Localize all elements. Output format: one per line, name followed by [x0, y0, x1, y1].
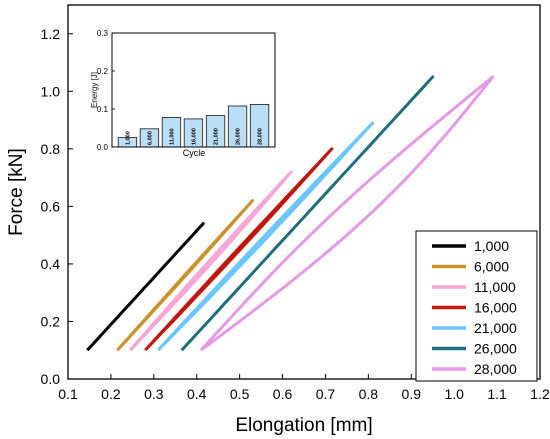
- inset-y-tick-label: 0.2: [97, 67, 109, 76]
- series-line-16000: [144, 147, 334, 352]
- legend: 1,000 6,000 11,000 16,000 21,000 26,000 28,000: [415, 230, 538, 382]
- legend-items: 1,000 6,000 11,000 16,000 21,000 26,000 28,000: [432, 238, 517, 377]
- y-tick-label: 0.8: [41, 141, 61, 157]
- series-line-6000: [116, 199, 254, 352]
- x-tick-label: 1.0: [444, 386, 464, 402]
- inset-x-axis-title: Cycle: [183, 148, 206, 158]
- x-tick-label: 0.8: [359, 386, 379, 402]
- inset-bar-category-label: 21,000: [214, 128, 220, 145]
- legend-label: 28,000: [474, 361, 517, 377]
- x-tick-label: 0.4: [187, 386, 207, 402]
- series-line-26000: [180, 75, 435, 352]
- x-tick-label: 0.7: [316, 386, 336, 402]
- y-axis-title: Force [kN]: [6, 148, 27, 236]
- x-tick-label: 0.5: [230, 386, 250, 402]
- x-tick-label: 1.1: [487, 386, 507, 402]
- series-line-11000: [129, 170, 293, 352]
- main-series-group: [86, 75, 495, 352]
- y-tick-label: 1.0: [41, 83, 61, 99]
- inset-y-tick-label: 0.1: [97, 105, 109, 114]
- series-line-28000: [199, 75, 495, 352]
- legend-label: 1,000: [474, 238, 509, 254]
- legend-label: 21,000: [474, 320, 517, 336]
- inset-bar-chart: 1,000 6,000 11,000 16,000 21,000 26,000 28,000…: [90, 29, 276, 158]
- y-tick-label: 0.6: [41, 198, 61, 214]
- y-tick-label: 0.2: [41, 313, 61, 329]
- inset-y-axis-title: Energy [J]: [90, 72, 99, 108]
- y-axis-ticks: 0.0 0.2 0.4 0.6 0.8 1.0 1.2: [41, 26, 73, 387]
- inset-bar-category-label: 11,000: [170, 128, 176, 145]
- x-axis-title: Elongation [mm]: [235, 415, 372, 436]
- legend-label: 16,000: [474, 300, 517, 316]
- x-tick-label: 0.2: [101, 386, 121, 402]
- inset-bar-category-label: 6,000: [147, 131, 153, 145]
- y-tick-label: 1.2: [41, 26, 61, 42]
- x-tick-label: 0.6: [273, 386, 293, 402]
- x-tick-label: 0.1: [58, 386, 78, 402]
- y-tick-label: 0.4: [41, 256, 61, 272]
- main-plot-frame: [67, 4, 541, 380]
- inset-bar-category-label: 26,000: [236, 128, 242, 145]
- inset-frame: [111, 32, 276, 148]
- x-tick-label: 1.2: [530, 386, 550, 402]
- inset-bar-category-label: 1,000: [125, 131, 131, 145]
- inset-bar-category-label: 16,000: [192, 128, 198, 145]
- y-tick-label: 0.0: [41, 371, 61, 387]
- inset-y-tick-label: 0.0: [97, 143, 109, 152]
- legend-label: 11,000: [474, 279, 516, 295]
- series-line-21000: [156, 121, 375, 352]
- legend-label: 6,000: [474, 259, 509, 275]
- inset-bar-category-label: 28,000: [258, 128, 264, 145]
- x-tick-label: 0.3: [144, 386, 164, 402]
- series-line-1000: [86, 222, 205, 352]
- x-tick-label: 0.9: [402, 386, 422, 402]
- inset-y-tick-label: 0.3: [97, 29, 109, 38]
- main-plot: 0.1 0.2 0.3 0.4 0.5 0.6 0.7 0.8 0.9 1.0 1.1 1.2 0.0…: [6, 4, 550, 436]
- legend-label: 26,000: [474, 341, 517, 357]
- inset-y-axis-ticks: 0.0 0.1 0.2 0.3: [97, 29, 115, 152]
- x-axis-ticks: 0.1 0.2 0.3 0.4 0.5 0.6 0.7 0.8 0.9 1.0 1.1 1.2: [58, 374, 550, 402]
